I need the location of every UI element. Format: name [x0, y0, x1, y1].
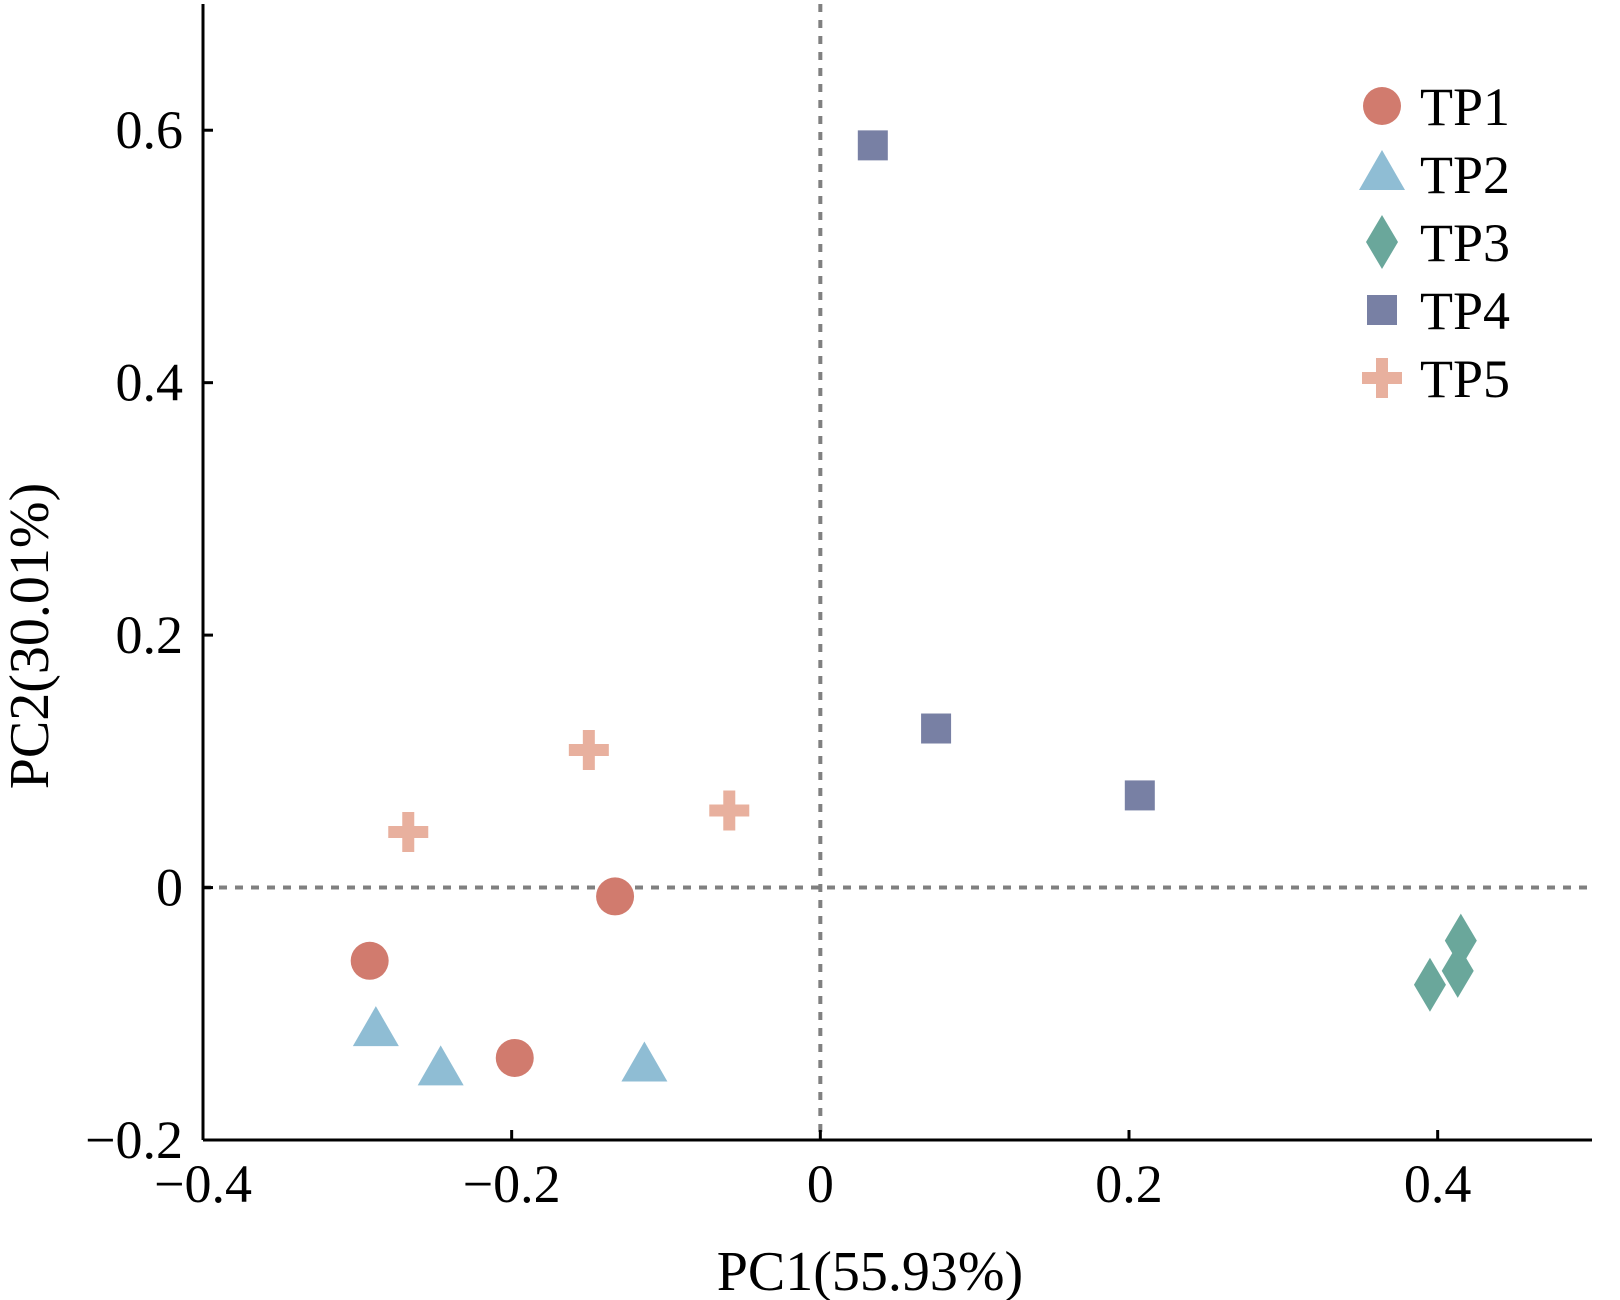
legend-marker-tp2	[1359, 150, 1405, 190]
series-tp1	[350, 877, 635, 1077]
legend-marker-tp1	[1363, 87, 1401, 125]
data-point-tp4	[857, 130, 888, 161]
series-tp5	[388, 729, 750, 853]
legend-marker-tp3	[1366, 215, 1398, 269]
legend-label: TP3	[1420, 213, 1510, 273]
data-point-tp2	[417, 1045, 464, 1086]
legend-item-tp4: TP4	[1367, 281, 1510, 341]
x-tick-label: −0.2	[463, 1154, 561, 1214]
legend-item-tp1: TP1	[1363, 77, 1510, 137]
legend: TP1 TP2 TP3 TP4 TP5	[1359, 77, 1510, 409]
data-point-tp1	[350, 941, 389, 980]
legend-item-tp2: TP2	[1359, 145, 1510, 205]
x-tick-label: 0.4	[1404, 1154, 1472, 1214]
x-tick-label: 0	[807, 1154, 834, 1214]
series-tp2	[352, 1006, 668, 1086]
data-point-tp1	[596, 877, 635, 916]
legend-label: TP4	[1420, 281, 1510, 341]
x-tick-label: 0.2	[1095, 1154, 1163, 1214]
data-point-tp3	[1413, 957, 1446, 1012]
series-tp3	[1413, 913, 1477, 1012]
data-points	[350, 130, 1477, 1086]
data-point-tp5	[388, 812, 429, 853]
legend-label: TP5	[1420, 349, 1510, 409]
x-axis-title: PC1(55.93%)	[717, 1241, 1023, 1300]
y-tick-label: 0	[156, 858, 183, 918]
data-point-tp5	[568, 729, 609, 770]
legend-item-tp3: TP3	[1366, 213, 1510, 273]
data-point-tp1	[495, 1038, 534, 1077]
y-tick-label: 0.6	[116, 100, 184, 160]
x-ticks: −0.4 −0.2 0 0.2 0.4	[154, 1130, 1471, 1214]
y-ticks: −0.2 0 0.2 0.4 0.6	[85, 100, 213, 1170]
legend-marker-tp4	[1367, 295, 1397, 325]
series-tp4	[857, 130, 1155, 811]
axes	[201, 4, 1592, 1142]
legend-item-tp5: TP5	[1362, 349, 1510, 409]
reference-lines	[203, 4, 1592, 1140]
data-point-tp2	[352, 1006, 399, 1047]
x-tick-label: −0.4	[154, 1154, 252, 1214]
y-tick-label: 0.2	[116, 605, 184, 665]
y-axis-title: PC2(30.01%)	[0, 483, 61, 789]
data-point-tp5	[709, 790, 750, 831]
legend-marker-tp5	[1362, 358, 1402, 398]
data-point-tp3	[1441, 943, 1474, 998]
data-point-tp2	[621, 1041, 668, 1082]
data-point-tp4	[921, 713, 952, 744]
legend-label: TP1	[1420, 77, 1510, 137]
legend-label: TP2	[1420, 145, 1510, 205]
data-point-tp4	[1124, 780, 1155, 811]
y-tick-label: −0.2	[85, 1110, 183, 1170]
y-tick-label: 0.4	[116, 353, 184, 413]
